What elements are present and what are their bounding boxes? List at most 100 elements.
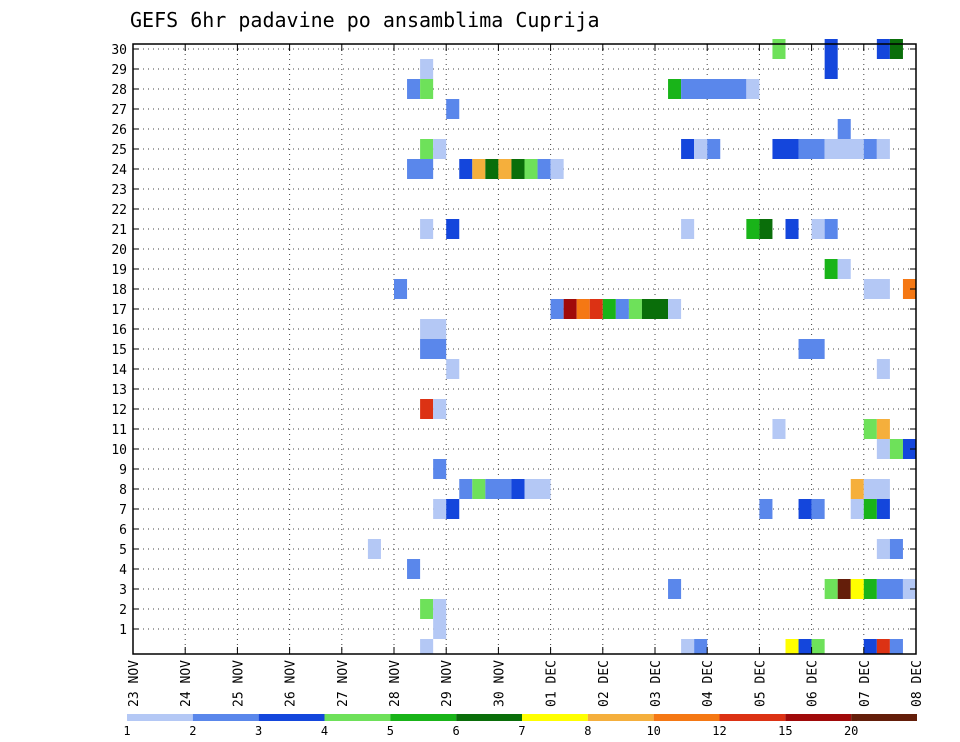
precip-cell: [772, 139, 799, 159]
precip-cell: [824, 219, 838, 239]
precip-cell: [876, 539, 890, 559]
y-tick-label: 1: [119, 623, 127, 638]
precip-cell: [485, 479, 512, 499]
precip-cell: [550, 299, 564, 319]
y-tick-label: 15: [111, 343, 127, 358]
precip-cell: [550, 159, 564, 179]
precip-cell: [589, 299, 603, 319]
legend-color-swatch: [390, 714, 457, 721]
y-tick-label: 16: [111, 323, 127, 338]
precip-cell: [889, 539, 903, 559]
y-tick-label: 8: [119, 483, 127, 498]
y-tick-label: 29: [111, 63, 127, 78]
x-tick-label: 27 NOV: [336, 660, 351, 707]
precip-cell: [576, 299, 590, 319]
precip-cell: [824, 259, 838, 279]
precip-cell: [433, 459, 447, 479]
legend-color-swatch: [785, 714, 852, 721]
precip-cell: [367, 539, 381, 559]
precip-cell: [446, 219, 460, 239]
precip-cell: [798, 499, 812, 519]
precip-cell: [824, 139, 864, 159]
precip-cell: [628, 299, 642, 319]
x-tick-label: 01 DEC: [545, 660, 560, 707]
precip-cell: [902, 579, 916, 599]
precip-cell: [746, 79, 760, 99]
precip-cell: [759, 219, 773, 239]
precip-cell: [889, 439, 903, 459]
precip-cell: [498, 159, 512, 179]
precip-cell: [524, 159, 538, 179]
legend-color-swatch: [587, 714, 654, 721]
x-tick-label: 05 DEC: [753, 660, 768, 707]
precip-cell: [433, 499, 447, 519]
precip-cell: [420, 639, 434, 654]
precip-cell: [472, 159, 486, 179]
precip-cell: [785, 219, 799, 239]
legend-color-swatch: [851, 714, 917, 721]
precip-cell: [681, 639, 695, 654]
legend-threshold-label: 20: [844, 724, 858, 738]
precip-cell: [472, 479, 486, 499]
precip-cell: [863, 639, 877, 654]
x-tick-label: 07 DEC: [858, 660, 873, 707]
legend-color-swatch: [127, 714, 193, 721]
y-tick-label: 3: [119, 583, 127, 598]
precip-cell: [772, 39, 786, 59]
precip-cell: [420, 139, 434, 159]
grid-lines: [133, 44, 916, 654]
precip-cell: [485, 159, 499, 179]
precip-cell: [524, 479, 551, 499]
y-tick-label: 7: [119, 503, 127, 518]
precip-cell: [837, 119, 851, 139]
legend-threshold-label: 12: [712, 724, 726, 738]
precip-cell: [420, 319, 447, 339]
precip-cell: [668, 299, 682, 319]
precip-cell: [602, 299, 616, 319]
y-tick-label: 5: [119, 543, 127, 558]
precip-cell: [394, 279, 408, 299]
precip-cell: [694, 639, 708, 654]
precip-cell: [420, 219, 434, 239]
y-tick-label: 6: [119, 523, 127, 538]
precip-cell: [876, 359, 890, 379]
precip-cell: [420, 59, 434, 79]
x-axis-ticks: 23 NOV 24 NOV 25 NOV 26 NOV 27 NOV 28 NOV 29 N…: [127, 44, 925, 707]
x-tick-label: 25 NOV: [231, 660, 246, 707]
precip-cell: [511, 479, 525, 499]
y-tick-label: 26: [111, 123, 127, 138]
legend-threshold-label: 5: [387, 724, 394, 738]
x-tick-label: 23 NOV: [127, 660, 142, 707]
y-tick-label: 18: [111, 283, 127, 298]
precip-cell: [707, 139, 721, 159]
legend-color-swatch: [653, 714, 720, 721]
precip-cell: [511, 159, 525, 179]
legend-color-swatch: [522, 714, 588, 721]
x-tick-label: 04 DEC: [701, 660, 716, 707]
precip-cell: [694, 139, 708, 159]
precip-cell: [876, 439, 890, 459]
precip-cell: [798, 139, 825, 159]
y-tick-label: 22: [111, 203, 127, 218]
precip-cell: [681, 139, 695, 159]
x-tick-label: 06 DEC: [806, 660, 821, 707]
y-tick-label: 14: [111, 363, 127, 378]
precip-cell: [420, 399, 434, 419]
precip-cell: [850, 579, 864, 599]
precip-cell: [876, 419, 890, 439]
precip-cell: [863, 139, 877, 159]
x-tick-label: 30 NOV: [492, 660, 507, 707]
precip-cell: [420, 339, 447, 359]
precip-cell: [407, 559, 421, 579]
precip-cell: [433, 619, 447, 639]
precip-cell: [863, 479, 890, 499]
y-tick-label: 19: [111, 263, 127, 278]
x-tick-label: 29 NOV: [440, 660, 455, 707]
legend-color-swatch: [258, 714, 325, 721]
legend-threshold-label: 6: [453, 724, 460, 738]
legend-threshold-label: 7: [518, 724, 525, 738]
y-tick-label: 25: [111, 143, 127, 158]
precip-cell: [433, 139, 447, 159]
y-tick-label: 4: [119, 563, 127, 578]
